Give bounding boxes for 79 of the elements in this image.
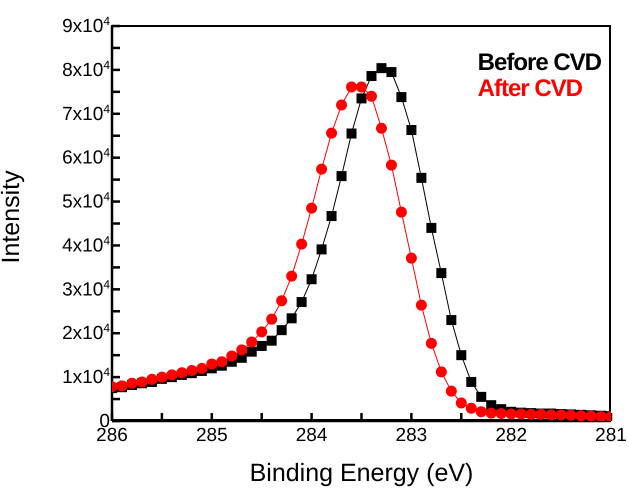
point [246, 346, 257, 357]
point [416, 300, 427, 311]
point [336, 100, 348, 110]
y-tick-label: 8x10$^{4}$ [62, 58, 110, 81]
point [396, 92, 406, 102]
point [426, 222, 436, 233]
y-tick-label: 7x10$^{4}$ [62, 102, 110, 125]
x-axis-title: Binding Energy (eV) [250, 459, 474, 487]
point [366, 71, 376, 82]
point [346, 82, 358, 93]
point [306, 274, 317, 284]
point [386, 67, 396, 78]
point [216, 356, 228, 368]
point [456, 350, 466, 360]
point [346, 128, 357, 139]
point [356, 93, 366, 104]
point [406, 252, 417, 264]
point [496, 408, 507, 420]
point [506, 408, 517, 420]
point [196, 362, 208, 374]
point [286, 313, 297, 324]
y-tick-label: 5x10$^{4}$ [62, 190, 110, 213]
point [366, 90, 377, 102]
point [416, 172, 426, 183]
point [476, 406, 487, 418]
point [336, 171, 347, 182]
point [166, 369, 178, 380]
x-tick-label: 282 [495, 425, 528, 446]
x-tick-label: 285 [196, 425, 228, 446]
point [436, 268, 446, 278]
y-axis-title: Intensity [0, 170, 25, 264]
point [186, 365, 198, 376]
point [276, 295, 288, 306]
point [326, 128, 338, 139]
x-tick-label: 281 [595, 425, 627, 446]
point [486, 408, 497, 419]
point [466, 376, 476, 387]
y-tick-label: 1x10$^{4}$ [62, 365, 110, 388]
point [126, 378, 138, 389]
point [266, 336, 277, 346]
point [476, 392, 486, 402]
point [296, 297, 307, 308]
point [376, 122, 387, 134]
y-tick-label: 2x10$^{4}$ [62, 321, 110, 344]
y-tick-label: 4x10$^{4}$ [62, 233, 110, 256]
point [256, 326, 268, 338]
text: After CVD [478, 75, 583, 102]
point [446, 315, 456, 326]
point [306, 202, 318, 214]
point [256, 340, 267, 351]
point [146, 374, 158, 385]
point [246, 336, 258, 348]
point [266, 314, 278, 325]
text: Before CVD [478, 49, 601, 76]
x-tick-label: 284 [296, 425, 328, 446]
point [426, 338, 437, 349]
y-tick-label: 6x10$^{4}$ [62, 146, 110, 169]
point [206, 358, 218, 370]
point [446, 386, 457, 397]
y-tick-label: 3x10$^{4}$ [62, 277, 110, 300]
point [466, 402, 477, 414]
point [296, 238, 308, 250]
point [316, 244, 327, 254]
point [386, 160, 397, 171]
point [376, 63, 386, 74]
point [176, 367, 188, 378]
point [236, 344, 248, 356]
point [276, 325, 287, 336]
x-tick-label: 283 [396, 425, 428, 446]
point [456, 398, 467, 409]
point [356, 82, 367, 93]
point [316, 164, 328, 175]
y-tick-label: 9x10$^{4}$ [62, 14, 110, 37]
point [406, 125, 416, 136]
point [436, 366, 447, 378]
point [396, 206, 407, 218]
point [286, 270, 298, 282]
point [326, 211, 337, 222]
point [226, 350, 238, 362]
